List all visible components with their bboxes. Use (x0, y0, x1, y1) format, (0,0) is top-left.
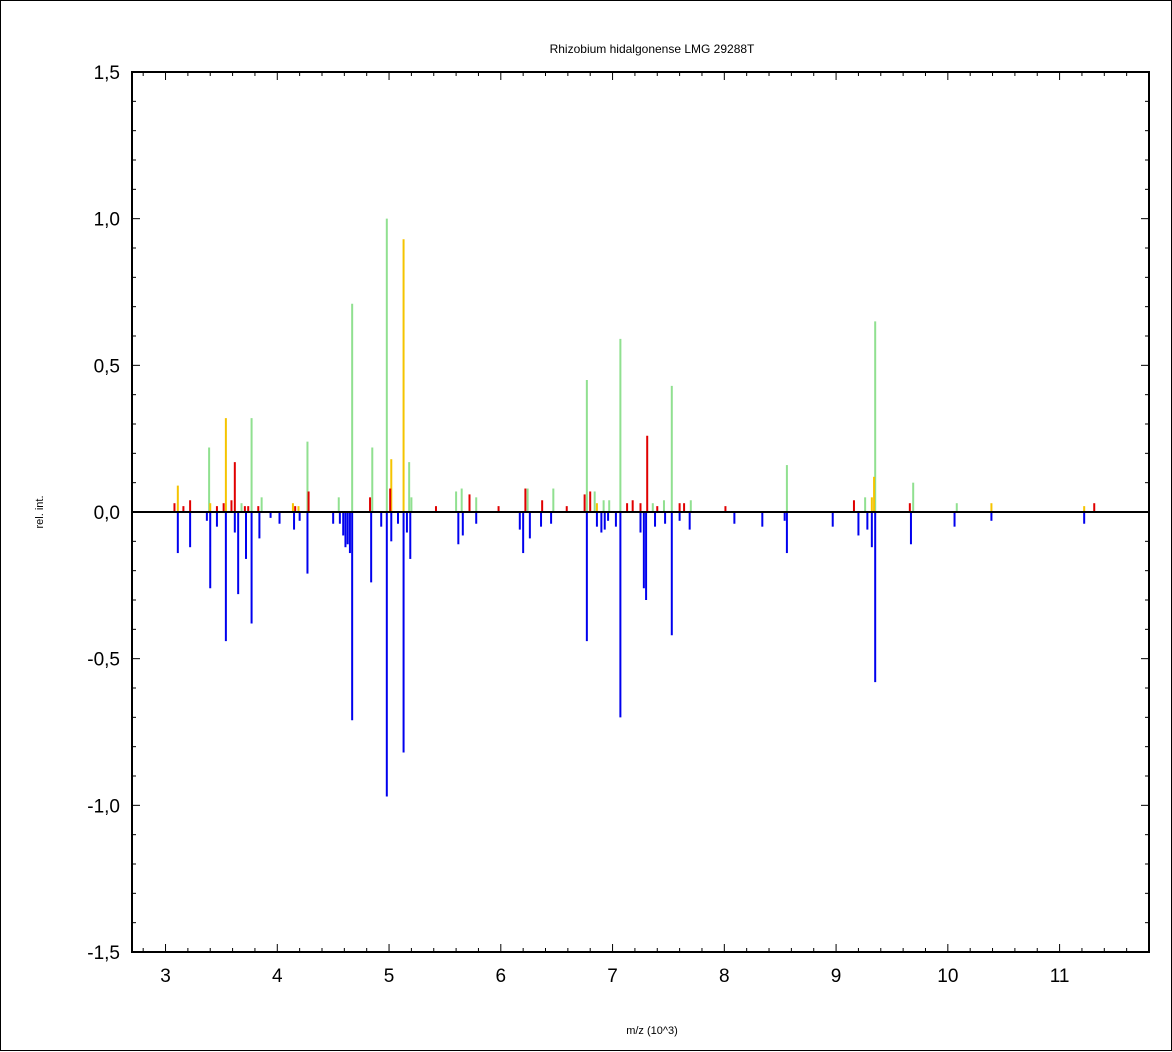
x-tick-label: 6 (496, 966, 507, 987)
y-tick-label: -1,0 (87, 796, 120, 817)
x-tick-label: 3 (160, 966, 171, 987)
x-tick-label: 10 (937, 966, 958, 987)
x-tick-label: 7 (607, 966, 618, 987)
y-tick-label: -0,5 (87, 650, 120, 671)
y-axis-label: rel. int. (34, 495, 46, 528)
peak-bars (173, 218, 1096, 797)
axis-tick-labels: 3 4 5 6 7 8 9 10 11 1,5 1,0 0,5 0,0 -0,5 -1,0 -1,5 (87, 63, 1069, 987)
x-tick-label: 8 (719, 966, 730, 987)
y-tick-label: 1,5 (94, 63, 120, 84)
x-tick-label: 9 (831, 966, 842, 987)
x-tick-label: 4 (272, 966, 283, 987)
y-tick-label: 1,0 (94, 210, 120, 231)
y-tick-label: 0,0 (94, 503, 120, 524)
y-tick-label: 0,5 (94, 356, 120, 377)
plot-area-border (131, 71, 1150, 953)
chart-title: Rhizobium hidalgonense LMG 29288T (550, 42, 755, 56)
x-tick-label: 5 (384, 966, 395, 987)
x-axis-label: m/z (10^3) (626, 1025, 678, 1037)
y-tick-label: -1,5 (87, 943, 120, 964)
x-tick-label: 11 (1050, 966, 1070, 987)
